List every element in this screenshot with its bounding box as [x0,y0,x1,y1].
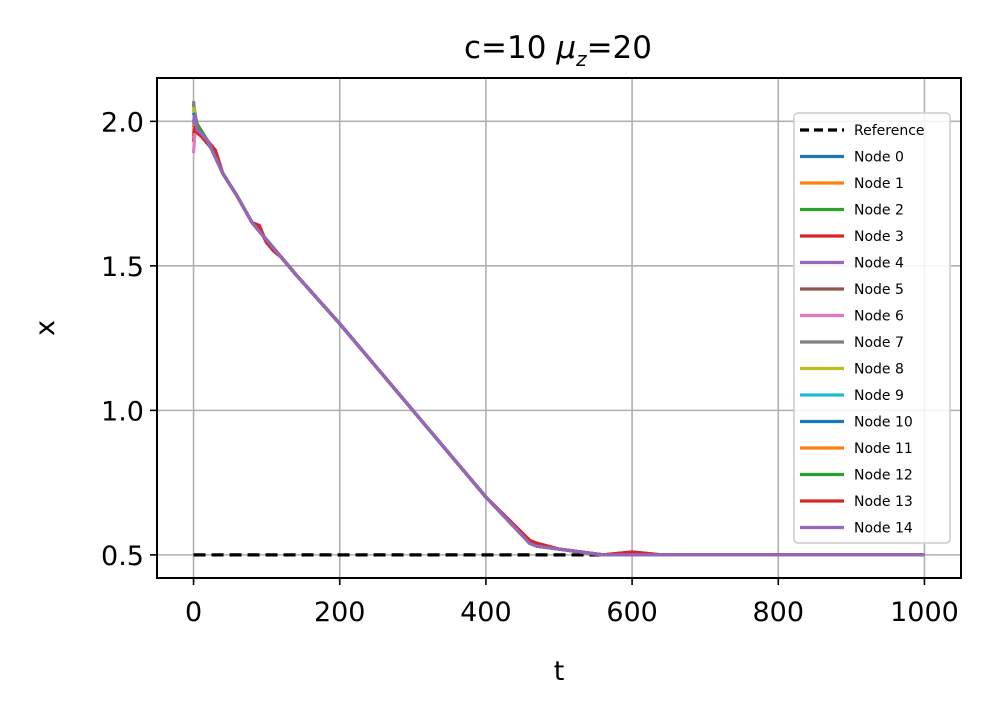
legend-label-5: Node 4 [854,256,904,272]
legend: Reference Node 0 Node 1 Node 2 Node 3 Node 4 N… [793,112,951,544]
chart-title-mu: μ [555,30,576,66]
x-tick-label-4: 800 [752,597,804,628]
y-tick-label-3: 2.0 [101,107,144,138]
legend-label-13: Node 12 [854,468,913,484]
y-tick-label-2: 1.5 [101,252,144,283]
y-tick-label-0: 0.5 [101,541,144,572]
legend-label-9: Node 8 [854,362,904,378]
x-tick-label-3: 600 [606,597,658,628]
legend-label-6: Node 5 [854,282,904,298]
y-axis-label: x [30,320,61,336]
legend-label-1: Node 0 [854,150,904,166]
legend-label-12: Node 11 [854,441,913,457]
legend-label-7: Node 6 [854,309,904,325]
legend-label-0: Reference [854,123,925,139]
x-axis-label: t [554,656,565,687]
chart-title-rest: =20 [587,30,652,66]
x-tick-label-1: 200 [314,597,366,628]
legend-label-8: Node 7 [854,335,904,351]
chart-title-main: c=10 [464,30,556,66]
legend-box [793,112,951,544]
legend-label-4: Node 3 [854,229,904,245]
legend-label-15: Node 14 [854,521,913,537]
x-tick-label-2: 400 [460,597,512,628]
x-axis-ticks: 0 200 400 600 800 1000 [185,578,959,628]
chart-title: c=10 μz=20 [464,30,652,71]
y-tick-label-1: 1.0 [101,396,144,427]
legend-label-11: Node 10 [854,415,913,431]
legend-label-3: Node 2 [854,203,904,219]
x-tick-label-5: 1000 [890,597,959,628]
legend-label-10: Node 9 [854,388,904,404]
y-axis-ticks: 0.5 1.0 1.5 2.0 [101,107,157,572]
plot-frame [156,77,962,579]
series-line-node-14 [191,113,925,557]
legend-label-2: Node 1 [854,176,904,192]
chart-title-subscript: z [575,47,587,71]
legend-label-14: Node 13 [854,494,913,510]
x-tick-label-0: 0 [185,597,202,628]
series-lines [191,100,925,557]
